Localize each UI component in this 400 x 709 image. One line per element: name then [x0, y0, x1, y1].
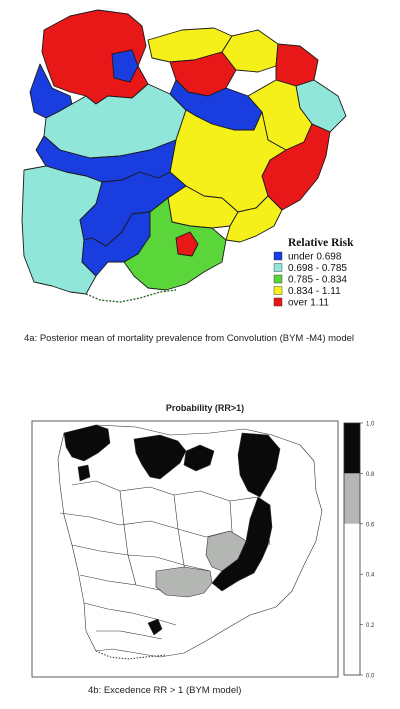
- colorbar-band: [344, 523, 360, 575]
- colorbar-band: [344, 423, 360, 474]
- region-ne-red: [275, 43, 319, 87]
- probability-map: Probability (RR>1): [31, 403, 375, 680]
- region-se-yellow: [225, 195, 283, 243]
- state-lines: [59, 480, 271, 640]
- colorbar-band: [344, 473, 360, 524]
- legend-swatch: [273, 274, 283, 284]
- colorbar-tick-label: 0.8: [366, 472, 375, 478]
- legend-swatch: [273, 263, 283, 272]
- colorbar-band: [344, 624, 360, 675]
- legend-label: 0.698 - 0.785: [288, 263, 347, 274]
- region-ne-yellow: [221, 29, 279, 73]
- region-south-black: [147, 618, 163, 636]
- coastline: [85, 289, 177, 303]
- legend-label: 0.785 - 0.834: [288, 275, 347, 286]
- legend-title: Relative Risk: [288, 237, 354, 249]
- region-nw-black: [63, 424, 111, 462]
- colorbar-tick-label: 0.2: [366, 623, 375, 629]
- region-nw-blue: [111, 49, 139, 83]
- region-south-grey: [155, 566, 213, 598]
- coastline: [95, 650, 167, 660]
- region-nw-black-2: [77, 464, 91, 482]
- caption-4a: 4a: Posterior mean of mortality prevalen…: [24, 333, 354, 344]
- region-south-red: [175, 231, 199, 257]
- figure-4b: Probability (RR>1): [0, 395, 400, 709]
- legend-swatch: [273, 297, 283, 307]
- legend-label: under 0.698: [288, 252, 342, 263]
- colorbar-tick-label: 1.0: [366, 422, 375, 428]
- legend-swatch: [273, 251, 283, 261]
- region-east-grey: [205, 530, 247, 572]
- region-ne-black: [237, 432, 281, 498]
- chart-title: Probability (RR>1): [166, 403, 244, 413]
- colorbar-tick-label: 0.0: [366, 674, 375, 680]
- region-nc-black: [133, 434, 187, 480]
- colorbar-band: [344, 574, 360, 625]
- colorbar: 1.0 0.8 0.6 0.4 0.2 0.0: [343, 422, 375, 680]
- figure-4a: Relative Risk under 0.698 0.698 - 0.785 0.…: [21, 9, 354, 344]
- region-south-green: [123, 197, 227, 291]
- legend-label: 0.834 - 1.11: [288, 286, 341, 297]
- colorbar-tick-label: 0.4: [366, 573, 375, 579]
- region-nc-black-2: [183, 444, 215, 472]
- legend-label: over 1.11: [288, 298, 329, 309]
- colorbar-tick-label: 0.6: [366, 522, 375, 528]
- caption-4b: 4b: Excedence RR > 1 (BYM model): [88, 685, 242, 696]
- legend-swatch: [273, 286, 283, 295]
